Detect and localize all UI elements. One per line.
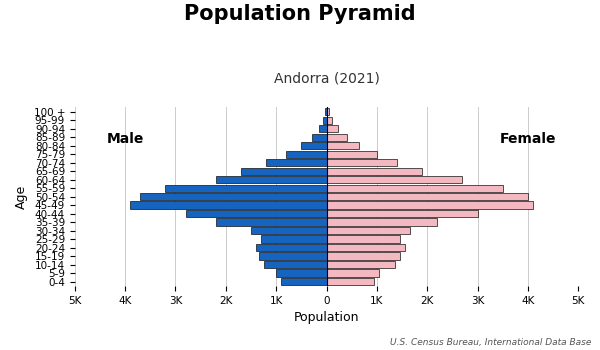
Bar <box>326 193 528 200</box>
Bar <box>313 134 326 141</box>
Bar <box>326 108 329 115</box>
Bar <box>326 134 347 141</box>
Bar <box>326 176 463 183</box>
Bar <box>323 117 326 124</box>
Bar <box>326 150 377 158</box>
Bar <box>266 159 326 166</box>
Bar <box>286 150 326 158</box>
Text: Female: Female <box>500 132 556 146</box>
Bar <box>261 236 326 243</box>
Bar <box>326 270 379 276</box>
Bar <box>326 117 332 124</box>
Bar <box>326 202 533 209</box>
Bar <box>251 227 326 234</box>
Bar <box>326 218 437 226</box>
Text: Male: Male <box>106 132 144 146</box>
Bar <box>216 218 326 226</box>
Bar <box>301 142 326 149</box>
Bar <box>185 210 326 217</box>
Bar <box>259 252 326 260</box>
Bar <box>319 125 326 132</box>
Bar <box>326 252 400 260</box>
Bar <box>241 168 326 175</box>
Bar <box>281 278 326 285</box>
Bar <box>326 168 422 175</box>
Text: Population Pyramid: Population Pyramid <box>184 4 416 23</box>
Bar <box>326 184 503 192</box>
Bar <box>326 210 478 217</box>
X-axis label: Population: Population <box>294 312 359 324</box>
Bar <box>256 244 326 251</box>
Bar <box>325 108 326 115</box>
Bar <box>130 202 326 209</box>
Bar <box>326 261 395 268</box>
Bar <box>326 227 410 234</box>
Bar <box>326 278 374 285</box>
Bar <box>140 193 326 200</box>
Bar <box>276 270 326 276</box>
Bar <box>326 142 359 149</box>
Y-axis label: Age: Age <box>15 184 28 209</box>
Bar <box>326 125 338 132</box>
Bar <box>326 159 397 166</box>
Bar <box>326 236 400 243</box>
Text: U.S. Census Bureau, International Data Base: U.S. Census Bureau, International Data B… <box>389 337 591 346</box>
Bar <box>326 244 404 251</box>
Bar <box>263 261 326 268</box>
Bar <box>166 184 326 192</box>
Title: Andorra (2021): Andorra (2021) <box>274 71 379 85</box>
Bar <box>216 176 326 183</box>
